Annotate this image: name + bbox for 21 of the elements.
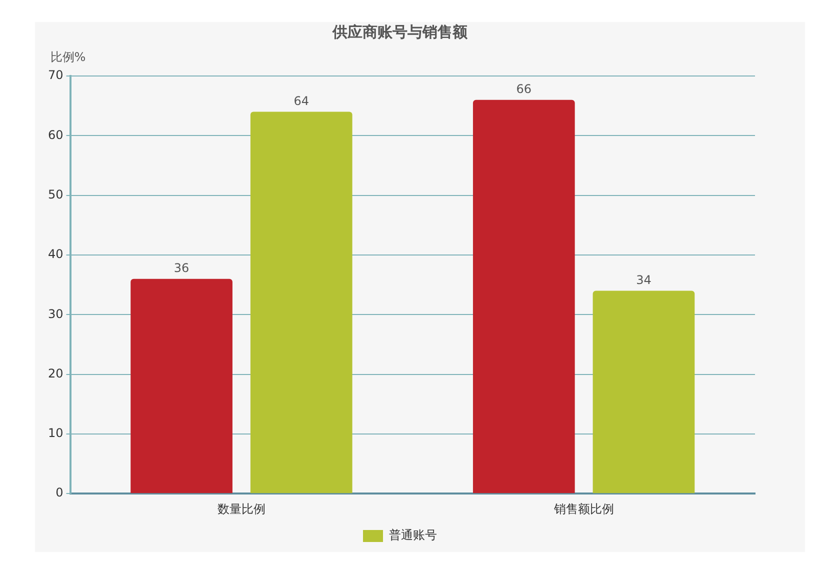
chart-title: 供应商账号与销售额 [332, 22, 468, 41]
bar [472, 100, 575, 494]
y-axis-title: 比例% [50, 50, 86, 64]
y-tick-label: 0 [56, 486, 64, 500]
x-tick-label: 销售额比例 [552, 502, 614, 516]
y-tick-label: 50 [48, 187, 64, 202]
legend-label: 普通账号 [389, 528, 437, 542]
data-label: 66 [516, 82, 532, 96]
y-tick-label: 70 [48, 68, 64, 82]
bar [130, 278, 232, 494]
bar [250, 112, 352, 494]
bar [592, 290, 695, 494]
y-tick-label: 60 [48, 128, 64, 142]
data-label: 36 [174, 260, 190, 275]
data-label: 34 [636, 272, 652, 287]
data-label: 64 [294, 94, 310, 108]
y-tick-label: 30 [48, 306, 64, 321]
y-tick-label: 10 [48, 426, 64, 440]
y-tick-label: 20 [48, 366, 64, 380]
y-tick-label: 40 [48, 247, 64, 262]
x-tick-label: 数量比例 [217, 502, 266, 516]
